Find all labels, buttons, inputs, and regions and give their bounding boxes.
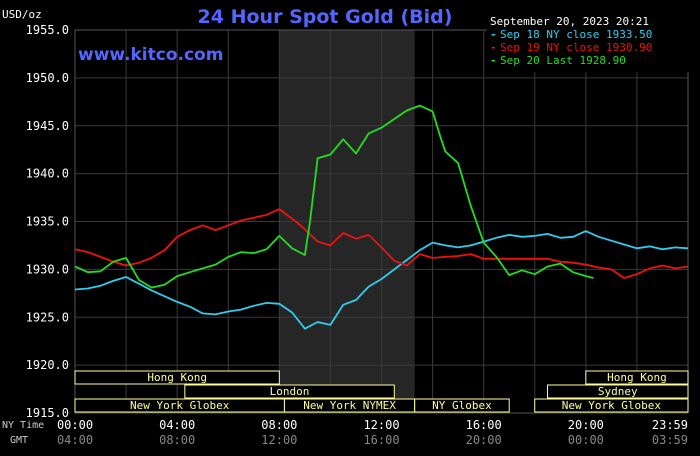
- series-line: [74, 104, 594, 289]
- y-tick-label: 1925.0: [26, 310, 69, 324]
- watermark: www.kitco.com: [78, 45, 223, 65]
- ny-tick-label: 00:00: [57, 418, 93, 432]
- y-tick-label: 1955.0: [26, 23, 69, 37]
- session-box: [534, 398, 689, 413]
- y-tick-label: 1950.0: [26, 71, 69, 85]
- legend-item-label: Sep 20 Last 1928.90: [500, 54, 626, 67]
- session-label: New York Globex: [562, 399, 662, 412]
- gmt-tick-label: 00:00: [568, 433, 604, 447]
- y-tick-label: 1930.0: [26, 262, 69, 276]
- gmt-tick-label: 16:00: [363, 433, 399, 447]
- chart-title: 24 Hour Spot Gold (Bid): [198, 6, 453, 28]
- ny-tick-label: 04:00: [159, 418, 195, 432]
- ny-tick-label: 16:00: [466, 418, 502, 432]
- ny-tick-label: 20:00: [568, 418, 604, 432]
- series-lines: [74, 104, 689, 330]
- session-box: [585, 370, 689, 385]
- y-tick-label: 1915.0: [26, 406, 69, 420]
- y-tick-label: 1945.0: [26, 119, 69, 133]
- legend-items: - Sep 18 NY close 1933.50- Sep 19 NY close…: [490, 28, 652, 67]
- session-label: London: [270, 385, 310, 398]
- legend-marker: -: [490, 28, 497, 41]
- ny-tick-label: 08:00: [261, 418, 297, 432]
- legend: September 20, 2023 20:21 - Sep 18 NY clos…: [487, 12, 692, 72]
- gmt-tick-label: 12:00: [261, 433, 297, 447]
- ny-tick-label: 12:00: [363, 418, 399, 432]
- session-label: Hong Kong: [147, 371, 207, 384]
- series-line: [74, 208, 689, 279]
- legend-date: September 20, 2023 20:21: [490, 15, 649, 28]
- session-label: New York NYMEX: [303, 399, 396, 412]
- y-tick-label: 1920.0: [26, 358, 69, 372]
- session-label: Sydney: [598, 385, 638, 398]
- y-axis: 1955.0 1950.0 1945.0 1940.0 1935.0 1930.0 1925…: [26, 23, 69, 420]
- unit-label: USD/oz: [2, 8, 42, 21]
- y-tick-label: 1935.0: [26, 215, 69, 229]
- series-line: [74, 230, 689, 330]
- grid-lines: [74, 29, 689, 414]
- legend-marker: -: [490, 54, 497, 67]
- session-box: [184, 384, 395, 399]
- ny-time-label: NY Time: [2, 420, 44, 431]
- session-box: [547, 384, 689, 399]
- ny-tick-label: 23:59: [652, 418, 688, 432]
- gmt-label: GMT: [10, 435, 28, 446]
- session-box: [414, 398, 510, 413]
- x-axis: NY TimeGMT00:0004:0004:0008:0008:0012:00…: [2, 418, 688, 447]
- legend-item-label: Sep 19 NY close 1930.90: [500, 41, 652, 54]
- gmt-tick-label: 08:00: [159, 433, 195, 447]
- gmt-tick-label: 20:00: [466, 433, 502, 447]
- legend-item-label: Sep 18 NY close 1933.50: [500, 28, 652, 41]
- session-label: Hong Kong: [607, 371, 667, 384]
- market-sessions: Hong Kong London New York Globex New York N…: [74, 370, 689, 413]
- plot-frame: [74, 29, 689, 414]
- gmt-tick-label: 04:00: [57, 433, 93, 447]
- session-box: [74, 370, 280, 385]
- legend-marker: -: [490, 41, 497, 54]
- session-label: New York Globex: [130, 399, 230, 412]
- session-label: NY Globex: [432, 399, 492, 412]
- y-tick-label: 1940.0: [26, 167, 69, 181]
- gmt-tick-label: 03:59: [652, 433, 688, 447]
- legend-box: [487, 12, 692, 72]
